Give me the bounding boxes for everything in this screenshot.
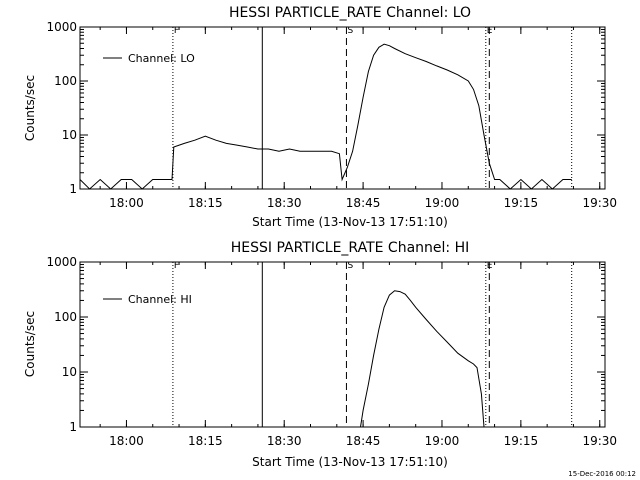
x-tick-label: 19:15 (504, 196, 539, 210)
event-marker-label: F (174, 261, 179, 271)
y-tick-label: 1000 (46, 20, 77, 34)
x-tick-label: 18:00 (109, 196, 144, 210)
panel-lo-legend-label: Channel: LO (128, 52, 195, 65)
y-tick-label: 1 (69, 420, 77, 434)
event-marker-label: S (347, 26, 353, 36)
panel-hi-plot-area (79, 261, 606, 428)
panel-lo: HESSI PARTICLE_RATE Channel: LO Counts/s… (23, 5, 617, 229)
x-tick-label: 19:15 (504, 434, 539, 448)
x-tick-label: 18:15 (188, 196, 223, 210)
panel-hi-series-line (360, 290, 485, 428)
y-tick-label: 10 (62, 365, 77, 379)
event-marker-label: F (174, 26, 179, 36)
panel-hi-title: HESSI PARTICLE_RATE Channel: HI (231, 240, 469, 256)
panel-hi-event-markers: FSE (172, 261, 573, 427)
y-tick-label: 100 (54, 74, 77, 88)
timestamp-label: 15-Dec-2016 00:12 (568, 470, 636, 478)
panel-lo-y-axis-label: Counts/sec (23, 75, 37, 141)
x-tick-label: 18:30 (267, 196, 302, 210)
panel-lo-x-axis-label: Start Time (13-Nov-13 17:51:10) (252, 215, 448, 229)
x-tick-label: 18:45 (346, 196, 381, 210)
panel-lo-series-line (79, 43, 572, 190)
panel-hi-x-axis-label: Start Time (13-Nov-13 17:51:10) (252, 455, 448, 469)
y-tick-label: 1000 (46, 255, 77, 269)
x-tick-label: 18:30 (267, 434, 302, 448)
x-tick-label: 18:00 (109, 434, 144, 448)
panel-hi-legend-label: Channel: HI (128, 293, 192, 306)
x-tick-label: 19:00 (425, 196, 460, 210)
panel-hi-ticks: 18:00 18:15 18:30 18:45 19:00 19:15 19:30 1 10 10… (46, 255, 617, 448)
x-tick-label: 19:30 (582, 434, 617, 448)
panel-lo-plot-area (79, 26, 606, 190)
panel-hi-y-axis-label: Counts/sec (23, 311, 37, 377)
x-tick-label: 18:15 (188, 434, 223, 448)
panel-hi: HESSI PARTICLE_RATE Channel: HI Counts/s… (23, 240, 617, 469)
x-tick-label: 19:00 (425, 434, 460, 448)
y-tick-label: 1 (69, 182, 77, 196)
panel-lo-ticks: 18:00 18:15 18:30 18:45 19:00 19:15 19:30 1 10 10… (46, 20, 617, 210)
y-tick-label: 100 (54, 310, 77, 324)
event-marker-label: S (347, 261, 353, 271)
y-tick-label: 10 (62, 128, 77, 142)
x-tick-label: 19:30 (582, 196, 617, 210)
x-tick-label: 18:45 (346, 434, 381, 448)
panel-lo-title: HESSI PARTICLE_RATE Channel: LO (229, 5, 471, 21)
